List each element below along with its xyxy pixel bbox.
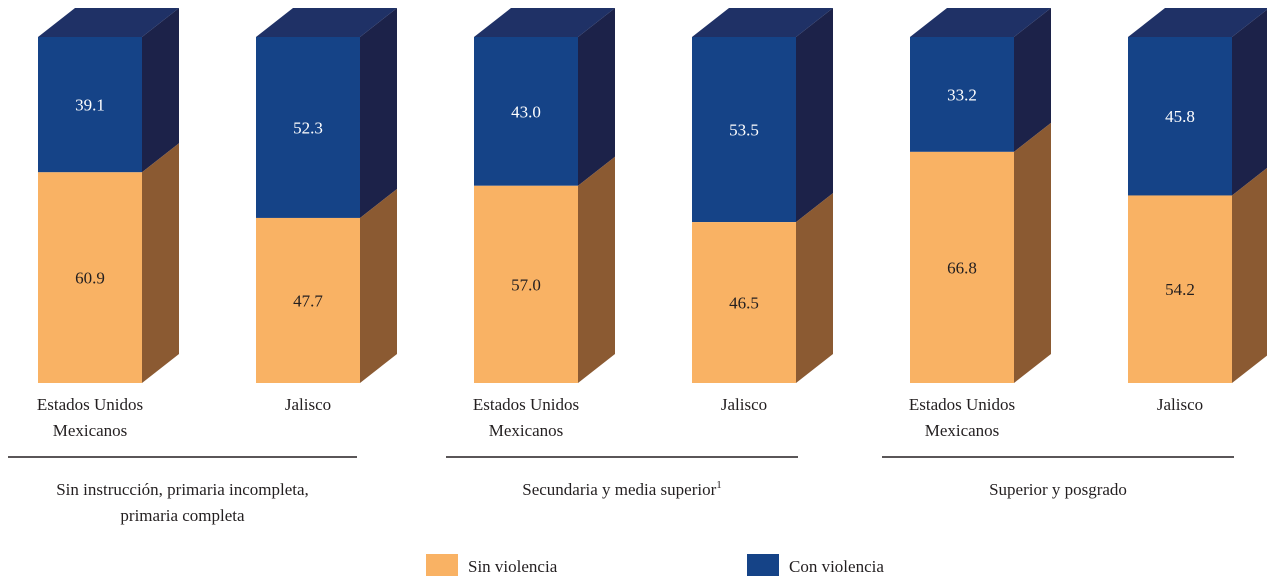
g2-bar0-sin-violencia-front <box>910 151 1014 383</box>
g0-bar1-con-violencia-top <box>256 8 397 37</box>
g0-bar1-sin-violencia-front <box>256 217 360 383</box>
g1-bar1-sin-violencia-value: 46.5 <box>729 294 759 313</box>
g1-bar0-sin-violencia-side <box>578 156 615 383</box>
g1-bar0-category-label: Estados Unidos Mexicanos <box>473 395 579 440</box>
legend-con-violencia-swatch <box>747 554 779 576</box>
legend-sin-violencia-label: Sin violencia <box>468 557 558 576</box>
g1-bar0-sin-violencia-front <box>474 185 578 383</box>
g2-bar1-category-label: Jalisco <box>1157 395 1203 414</box>
g2-bar0-category-label: Estados Unidos Mexicanos <box>909 395 1015 440</box>
g2-bar1-con-violencia-value: 45.8 <box>1165 107 1195 126</box>
g0-bar0-sin-violencia-side <box>142 143 179 383</box>
g1-bar1-con-violencia-top <box>692 8 833 37</box>
g1-bar1-category-label: Jalisco <box>721 395 767 414</box>
g0-bar1-con-violencia-side <box>360 8 397 218</box>
legend-con-violencia-label: Con violencia <box>789 557 884 576</box>
g0-bar1-category-label: Jalisco <box>285 395 331 414</box>
g2-bar1-sin-violencia-value: 54.2 <box>1165 280 1195 299</box>
group-2-label: Superior y posgrado <box>989 480 1127 499</box>
g2-bar1-con-violencia-side <box>1232 9 1267 196</box>
g1-bar1-con-violencia-value: 53.5 <box>729 121 759 140</box>
g0-bar1-con-violencia-front <box>256 37 360 218</box>
g0-bar0-category-label: Estados Unidos Mexicanos <box>37 395 143 440</box>
g1-bar0-con-violencia-side <box>578 8 615 186</box>
g2-bar0-con-violencia-side <box>1014 8 1051 152</box>
g2-bar1-sin-violencia-side <box>1232 168 1267 383</box>
g1-bar1-sin-violencia-front <box>692 222 796 383</box>
g0-bar1-con-violencia-value: 52.3 <box>293 118 323 137</box>
g1-bar0-con-violencia-front <box>474 37 578 186</box>
group-0-label: Sin instrucción, primaria incompleta, pri… <box>56 480 309 525</box>
g1-bar1-con-violencia-side <box>796 8 833 223</box>
g2-bar0-sin-violencia-value: 66.8 <box>947 258 977 277</box>
g0-bar0-con-violencia-top <box>38 8 179 37</box>
g0-bar0-sin-violencia-value: 60.9 <box>75 269 105 288</box>
g0-bar0-sin-violencia-front <box>38 172 142 383</box>
g2-bar1-sin-violencia-front <box>1128 195 1232 383</box>
g0-bar0-con-violencia-value: 39.1 <box>75 96 105 115</box>
g2-bar0-con-violencia-front <box>910 37 1014 152</box>
g0-bar0-con-violencia-front <box>38 37 142 173</box>
g2-bar0-con-violencia-top <box>910 8 1051 37</box>
g1-bar0-sin-violencia-value: 57.0 <box>511 275 541 294</box>
g1-bar1-sin-violencia-side <box>796 193 833 383</box>
legend-sin-violencia-swatch <box>426 554 458 576</box>
g1-bar0-con-violencia-top <box>474 8 615 37</box>
g0-bar1-sin-violencia-value: 47.7 <box>293 291 323 310</box>
g2-bar1-con-violencia-front <box>1128 37 1232 196</box>
group-1-label: Secundaria y media superior1 <box>522 479 722 499</box>
g2-bar0-con-violencia-value: 33.2 <box>947 85 977 104</box>
g2-bar1-con-violencia-top <box>1128 8 1267 37</box>
g2-bar0-sin-violencia-side <box>1014 122 1051 383</box>
g0-bar1-sin-violencia-side <box>360 188 397 383</box>
g1-bar1-con-violencia-front <box>692 37 796 223</box>
g1-bar0-con-violencia-value: 43.0 <box>511 102 541 121</box>
g0-bar0-con-violencia-side <box>142 8 179 173</box>
